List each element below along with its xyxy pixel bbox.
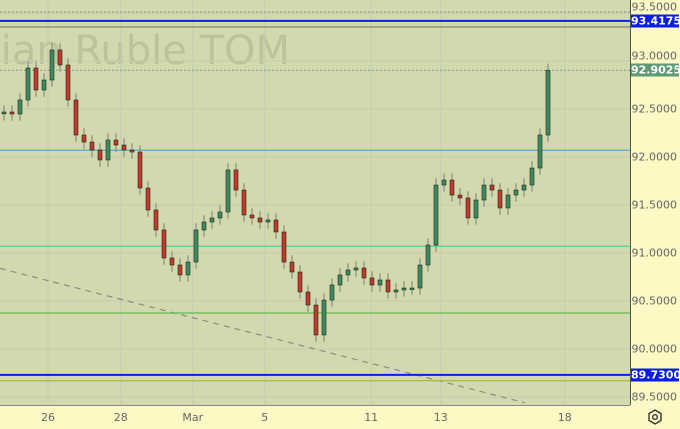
price-level-tag: 92.9025 bbox=[631, 63, 680, 77]
candle-up bbox=[105, 139, 111, 161]
price-level-tag: 93.4175 bbox=[631, 14, 680, 28]
candle-down bbox=[177, 264, 183, 276]
candle-down bbox=[241, 189, 247, 216]
candle-down bbox=[289, 261, 295, 273]
candle-down bbox=[497, 189, 503, 209]
price-tick-label: 90.5000 bbox=[631, 294, 678, 308]
candle-up bbox=[49, 49, 55, 81]
candle-up bbox=[393, 289, 399, 293]
time-tick-label: 11 bbox=[364, 411, 379, 424]
candle-down bbox=[385, 279, 391, 293]
price-tick-label: 91.5000 bbox=[631, 198, 678, 212]
candle-up bbox=[481, 184, 487, 201]
chart-plot-area[interactable]: sian Ruble TOM bbox=[0, 0, 630, 405]
candle-up bbox=[329, 284, 335, 301]
candle-down bbox=[121, 144, 127, 151]
candle-up bbox=[225, 169, 231, 213]
trendline bbox=[0, 267, 525, 404]
candle-up bbox=[337, 274, 343, 286]
candle-up bbox=[513, 189, 519, 196]
candle-down bbox=[273, 219, 279, 233]
time-tick-label: 18 bbox=[557, 411, 572, 424]
price-level-tag: 89.7300 bbox=[631, 368, 680, 382]
candle-down bbox=[457, 194, 463, 199]
candle-up bbox=[441, 179, 447, 186]
candle-down bbox=[33, 67, 39, 91]
candle-up bbox=[345, 269, 351, 276]
candle-down bbox=[305, 291, 311, 306]
candle-up bbox=[545, 70, 551, 136]
candle-up bbox=[265, 219, 271, 223]
candle-down bbox=[313, 304, 319, 336]
time-tick-label: 5 bbox=[261, 411, 269, 424]
candle-up bbox=[41, 79, 47, 91]
candle-up bbox=[201, 221, 207, 231]
candle-up bbox=[353, 267, 359, 271]
time-tick-label: 13 bbox=[433, 411, 448, 424]
candle-down bbox=[449, 179, 455, 196]
price-tick-label: 93.0000 bbox=[631, 49, 678, 63]
price-tick-label: 89.5000 bbox=[631, 390, 678, 404]
gear-icon[interactable] bbox=[646, 408, 664, 426]
price-tick-label: 92.0000 bbox=[631, 150, 678, 164]
candle-up bbox=[1, 111, 7, 115]
time-tick-label: 28 bbox=[113, 411, 128, 424]
candle-up bbox=[321, 299, 327, 336]
price-axis[interactable]: 93.5000 93.0000 92.5000 92.0000 91.5000 91.00… bbox=[630, 0, 680, 405]
candle-up bbox=[433, 184, 439, 246]
candle-up bbox=[417, 264, 423, 289]
candle-up bbox=[473, 199, 479, 219]
candle-down bbox=[73, 99, 79, 136]
candle-up bbox=[401, 287, 407, 291]
candle-down bbox=[153, 209, 159, 231]
candle-down bbox=[297, 271, 303, 293]
candle-down bbox=[65, 64, 71, 101]
candle-down bbox=[113, 139, 119, 146]
candle-up bbox=[25, 67, 31, 101]
price-tick-label: 91.0000 bbox=[631, 246, 678, 260]
price-tick-label: 93.5000 bbox=[631, 0, 678, 14]
candle-up bbox=[17, 99, 23, 115]
candle-down bbox=[81, 134, 87, 143]
candle-down bbox=[281, 231, 287, 263]
price-tick-label: 92.5000 bbox=[631, 102, 678, 116]
candle-down bbox=[369, 277, 375, 286]
candle-up bbox=[377, 279, 383, 286]
candle-down bbox=[257, 217, 263, 223]
candle-down bbox=[89, 141, 95, 151]
candle-down bbox=[169, 257, 175, 266]
candle-up bbox=[529, 167, 535, 186]
candle-down bbox=[361, 267, 367, 279]
candle-down bbox=[137, 151, 143, 189]
candle-up bbox=[217, 211, 223, 219]
candle-down bbox=[129, 149, 135, 153]
candle-down bbox=[97, 149, 103, 161]
candle-up bbox=[521, 184, 527, 191]
price-tick-label: 90.0000 bbox=[631, 342, 678, 356]
candle-down bbox=[465, 197, 471, 219]
candlestick-chart[interactable] bbox=[0, 0, 630, 405]
candle-up bbox=[505, 194, 511, 209]
candle-down bbox=[145, 187, 151, 211]
candle-up bbox=[185, 261, 191, 276]
candle-down bbox=[249, 214, 255, 219]
time-axis[interactable]: 26 28 Mar 5 11 13 18 bbox=[0, 405, 630, 429]
candle-up bbox=[209, 217, 215, 223]
candle-up bbox=[409, 287, 415, 290]
candle-up bbox=[193, 229, 199, 263]
time-tick-label: 26 bbox=[41, 411, 55, 424]
candle-down bbox=[57, 49, 63, 66]
time-tick-label: Mar bbox=[182, 411, 204, 424]
candle-up bbox=[425, 244, 431, 266]
candle-down bbox=[161, 229, 167, 259]
candle-up bbox=[537, 134, 543, 169]
candle-down bbox=[9, 111, 15, 115]
candle-down bbox=[233, 169, 239, 191]
candle-down bbox=[489, 184, 495, 191]
